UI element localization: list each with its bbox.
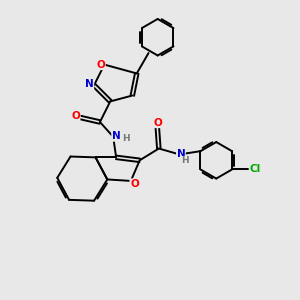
- Text: N: N: [112, 131, 121, 141]
- Text: N: N: [176, 149, 185, 159]
- Text: N: N: [85, 79, 94, 89]
- Text: O: O: [130, 179, 139, 189]
- Text: Cl: Cl: [250, 164, 261, 174]
- Text: O: O: [154, 118, 162, 128]
- Text: O: O: [71, 111, 80, 121]
- Text: H: H: [122, 134, 129, 143]
- Text: O: O: [97, 60, 105, 70]
- Text: H: H: [182, 156, 189, 165]
